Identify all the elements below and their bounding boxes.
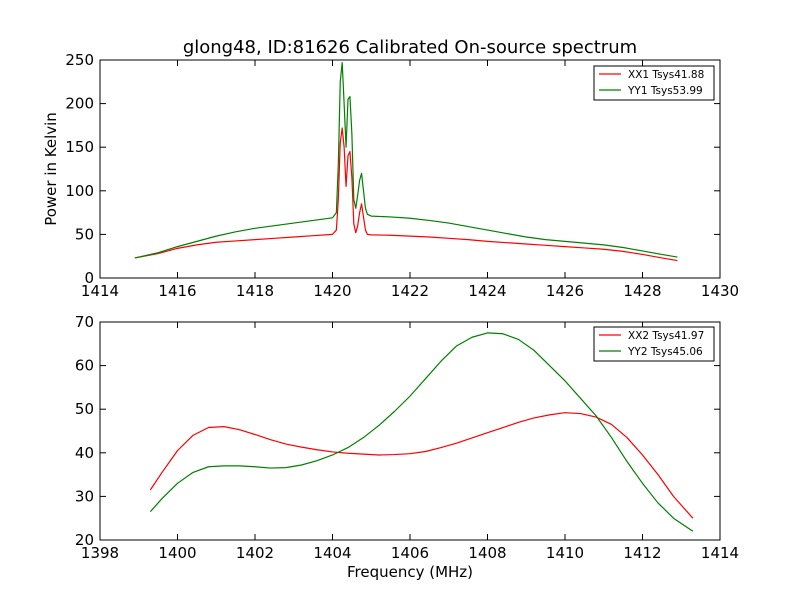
top-y-tick-label: 50 — [75, 225, 94, 243]
bottom-series-xx2-line — [149, 412, 694, 519]
top-x-tick-label: 1416 — [158, 282, 196, 300]
bottom-panel: Frequency (MHz) 1398 1400 1402 1404 1406 1408… — [75, 313, 739, 581]
bottom-x-tick-label: 1400 — [158, 544, 196, 562]
bottom-series-yy2-line — [149, 332, 694, 532]
bottom-x-tick-label: 1410 — [546, 544, 584, 562]
top-legend-box — [593, 65, 715, 101]
top-plot-area: 1414 1416 1418 1420 1422 1424 1426 1428 1430 0 50 1… — [65, 51, 739, 300]
top-x-tick-label: 1422 — [391, 282, 429, 300]
top-x-tick-label: 1418 — [236, 282, 274, 300]
bottom-x-tick-label: 1406 — [391, 544, 429, 562]
top-legend: XX1 Tsys41.88 YY1 Tsys53.99 — [593, 65, 715, 101]
bottom-x-tick-label: 1402 — [236, 544, 274, 562]
bottom-plot-area: 1398 1400 1402 1404 1406 1408 1410 1412 1414 20 30… — [75, 313, 739, 562]
top-y-axis-label: Power in Kelvin — [42, 112, 60, 226]
top-x-tick-label: 1430 — [701, 282, 739, 300]
top-x-tick-label: 1414 — [81, 282, 119, 300]
top-x-tick-label: 1424 — [468, 282, 506, 300]
top-y-tick-label: 150 — [65, 138, 94, 156]
top-y-tick-label: 100 — [65, 182, 94, 200]
bottom-y-tick-label: 20 — [75, 531, 94, 549]
top-x-tick-label: 1428 — [623, 282, 661, 300]
bottom-legend-box — [593, 326, 715, 362]
top-x-tick-label: 1420 — [313, 282, 351, 300]
bottom-y-tick-label: 70 — [75, 313, 94, 331]
chart-title: glong48, ID:81626 Calibrated On-source s… — [183, 37, 637, 58]
top-series-yy1-line — [134, 62, 678, 259]
top-panel: Power in Kelvin 1414 1416 1418 1420 1422 1424… — [42, 51, 739, 300]
top-legend-xx1-label: XX1 Tsys41.88 — [628, 69, 704, 81]
top-x-tick-label: 1426 — [546, 282, 584, 300]
bottom-legend-xx2-label: XX2 Tsys41.97 — [628, 330, 704, 342]
bottom-y-tick-label: 50 — [75, 400, 94, 418]
bottom-x-tick-label: 1408 — [468, 544, 506, 562]
bottom-x-tick-label: 1398 — [81, 544, 119, 562]
top-y-tick-label: 0 — [84, 269, 94, 287]
top-y-tick-label: 250 — [65, 51, 94, 69]
bottom-y-tick-label: 30 — [75, 487, 94, 505]
bottom-legend-yy2-label: YY2 Tsys45.06 — [627, 346, 703, 358]
bottom-y-tick-label: 40 — [75, 444, 94, 462]
top-legend-yy1-label: YY1 Tsys53.99 — [627, 85, 703, 97]
bottom-y-tick-label: 60 — [75, 357, 94, 375]
bottom-x-tick-label: 1412 — [623, 544, 661, 562]
bottom-legend: XX2 Tsys41.97 YY2 Tsys45.06 — [593, 326, 715, 362]
x-axis-label: Frequency (MHz) — [347, 563, 473, 581]
bottom-x-tick-label: 1404 — [313, 544, 351, 562]
bottom-x-tick-label: 1414 — [701, 544, 739, 562]
top-y-tick-label: 200 — [65, 95, 94, 113]
top-series-xx1-line — [134, 127, 678, 262]
